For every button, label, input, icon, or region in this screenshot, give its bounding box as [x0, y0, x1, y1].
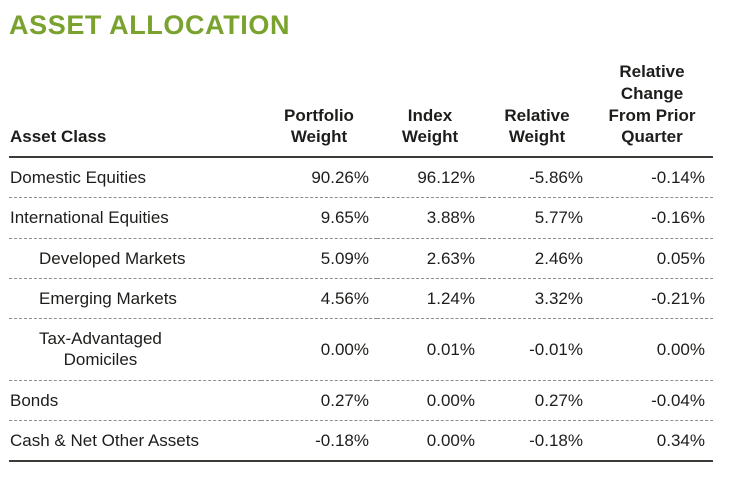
- cell-asset-class: Cash & Net Other Assets: [9, 420, 261, 461]
- cell-portfolio-weight: 90.26%: [311, 168, 369, 187]
- cell-relative-change: 0.00%: [656, 339, 705, 359]
- header-asset-class: Asset Class: [10, 127, 107, 147]
- row-cash-net-other-assets: Cash & Net Other Assets -0.18% 0.00% -0.…: [9, 420, 713, 461]
- row-label: International Equities: [10, 208, 169, 228]
- cell-relative-weight: -5.86%: [529, 168, 583, 187]
- cell-asset-class: Tax-Advantaged Domiciles: [9, 319, 261, 381]
- cell-relative-weight: 0.27%: [534, 390, 583, 410]
- cell-relative-change: -0.04%: [651, 390, 705, 410]
- row-tax-advantaged-domiciles: Tax-Advantaged Domiciles 0.00% 0.01% -0.…: [9, 319, 713, 381]
- row-developed-markets: Developed Markets 5.09% 2.63% 2.46% 0.05…: [9, 238, 713, 279]
- header-relative-weight: Relative Weight: [504, 105, 570, 147]
- cell-portfolio-weight: 4.56%: [320, 288, 369, 308]
- cell-asset-class: Bonds: [9, 380, 261, 420]
- cell-relative-weight: 5.77%: [534, 208, 583, 228]
- row-label: Domestic Equities: [10, 168, 147, 187]
- row-domestic-equities: Domestic Equities 90.26% 96.12% -5.86% -…: [9, 157, 713, 198]
- page-title: ASSET ALLOCATION: [9, 10, 291, 40]
- cell-index-weight: 96.12%: [417, 168, 475, 187]
- row-label: Developed Markets: [39, 248, 186, 268]
- row-label: Bonds: [10, 390, 59, 410]
- cell-relative-change: -0.21%: [651, 288, 705, 308]
- row-emerging-markets: Emerging Markets 4.56% 1.24% 3.32% -0.21…: [9, 278, 713, 319]
- row-label: Tax-Advantaged Domiciles: [39, 329, 162, 370]
- cell-asset-class: International Equities: [9, 198, 261, 238]
- header-relative-change: Relative Change From Prior Quarter: [608, 62, 696, 147]
- cell-index-weight: 2.63%: [426, 248, 475, 268]
- cell-portfolio-weight: 0.27%: [320, 390, 369, 410]
- header-row: Asset Class Portfolio Weight Index Weigh…: [9, 51, 713, 157]
- cell-relative-change: -0.16%: [651, 208, 705, 228]
- asset-allocation-table: Asset Class Portfolio Weight Index Weigh…: [9, 51, 713, 462]
- cell-portfolio-weight: 5.09%: [320, 248, 369, 268]
- cell-index-weight: 3.88%: [426, 208, 475, 228]
- cell-index-weight: 0.00%: [426, 430, 475, 450]
- cell-index-weight: 0.01%: [426, 339, 475, 359]
- cell-relative-change: 0.34%: [656, 430, 705, 450]
- header-index-weight: Index Weight: [401, 105, 459, 147]
- asset-allocation-page: ASSET ALLOCATION Asset Class Portfolio W…: [9, 10, 713, 462]
- cell-relative-change: 0.05%: [656, 248, 705, 268]
- row-international-equities: International Equities 9.65% 3.88% 5.77%…: [9, 198, 713, 238]
- cell-asset-class: Domestic Equities: [9, 157, 261, 198]
- cell-relative-weight: 2.46%: [534, 248, 583, 268]
- cell-portfolio-weight: -0.18%: [315, 430, 369, 450]
- cell-index-weight: 1.24%: [426, 288, 475, 308]
- row-bonds: Bonds 0.27% 0.00% 0.27% -0.04%: [9, 380, 713, 421]
- row-label: Emerging Markets: [39, 288, 177, 308]
- cell-relative-change: -0.14%: [651, 168, 705, 187]
- row-label: Cash & Net Other Assets: [10, 430, 199, 450]
- header-portfolio-weight: Portfolio Weight: [284, 105, 354, 147]
- cell-portfolio-weight: 9.65%: [320, 208, 369, 228]
- cell-portfolio-weight: 0.00%: [320, 339, 369, 359]
- cell-relative-weight: -0.18%: [529, 430, 583, 450]
- cell-index-weight: 0.00%: [426, 390, 475, 410]
- cell-relative-weight: 3.32%: [534, 288, 583, 308]
- cell-relative-weight: -0.01%: [529, 339, 583, 359]
- cell-asset-class: Developed Markets: [9, 238, 261, 278]
- cell-asset-class: Emerging Markets: [9, 278, 261, 318]
